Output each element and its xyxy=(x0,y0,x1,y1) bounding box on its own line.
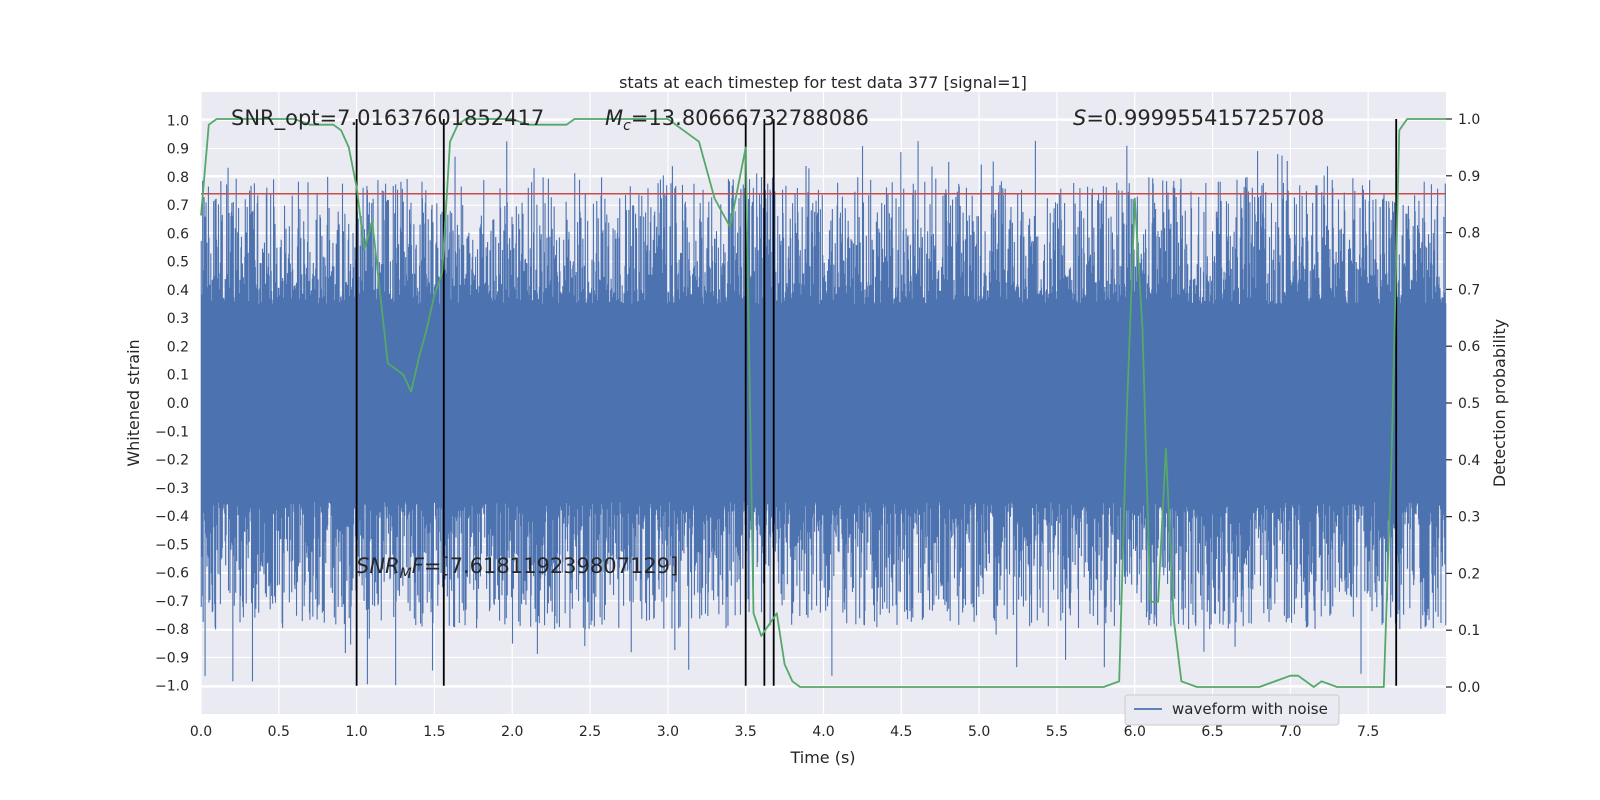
annotation-chirp-mass: Mc=13.80666732788086 xyxy=(605,106,869,134)
event-markers xyxy=(355,118,1398,686)
x-tick-label: 3.5 xyxy=(735,724,757,740)
x-tick-label: 7.0 xyxy=(1279,724,1301,740)
y-right-tick-label: 0.6 xyxy=(1458,339,1480,355)
waveform-with-noise-series xyxy=(200,140,1447,686)
y-tick-label: 0.6 xyxy=(167,226,189,242)
y-tick-label: −0.8 xyxy=(155,622,189,638)
y-tick-label: −0.4 xyxy=(155,509,189,525)
x-tick-label: 1.0 xyxy=(345,724,367,740)
y-tick-label: −0.7 xyxy=(155,594,189,610)
y-tick-label: −0.2 xyxy=(155,453,189,469)
annotation-s-score: S=0.999955415725708 xyxy=(1073,106,1324,130)
waveform-trace xyxy=(200,140,1447,686)
y-tick-label: 0.7 xyxy=(167,198,189,214)
y-tick-label: −0.5 xyxy=(155,537,189,553)
y-right-tick-label: 0.3 xyxy=(1458,510,1480,526)
detection-probability-series xyxy=(200,118,1446,688)
y-tick-label: 0.9 xyxy=(167,142,189,158)
legend-label-waveform: waveform with noise xyxy=(1172,700,1328,718)
x-tick-label: 0.5 xyxy=(268,724,290,740)
x-axis-label: Time (s) xyxy=(789,748,855,767)
y-axis-label: Whitened strain xyxy=(124,339,143,466)
y-tick-label: 0.0 xyxy=(167,396,189,412)
x-tick-label: 6.5 xyxy=(1201,724,1223,740)
y-tick-label: −1.0 xyxy=(155,679,189,695)
y-tick-label: 1.0 xyxy=(167,113,189,129)
y-tick-label: −0.6 xyxy=(155,566,189,582)
y-right-tick-label: 0.8 xyxy=(1458,226,1480,242)
x-tick-label: 3.0 xyxy=(657,724,679,740)
detection-probability-line xyxy=(200,118,1446,688)
x-tick-label: 1.5 xyxy=(423,724,445,740)
chart-title: stats at each timestep for test data 377… xyxy=(619,73,1027,92)
y-right-tick-label: 0.0 xyxy=(1458,680,1480,696)
y-axis-right-label: Detection probability xyxy=(1490,319,1509,487)
x-tick-label: 2.0 xyxy=(501,724,523,740)
y-right-tick-label: 0.7 xyxy=(1458,282,1480,298)
y-axis-ticks: 1.0 0.9 0.8 0.7 0.6 0.5 0.4 0.3 0.2 0.1 0.0 −0.1 −0.… xyxy=(155,113,189,694)
x-tick-label: 2.5 xyxy=(579,724,601,740)
y-tick-label: 0.3 xyxy=(167,311,189,327)
y-tick-label: 0.1 xyxy=(167,368,189,384)
y-tick-label: −0.1 xyxy=(155,424,189,440)
legend: waveform with noise xyxy=(1124,694,1340,726)
annotation-snr-mf: SNRMF=[7.618119239807129] xyxy=(356,554,678,582)
x-tick-label: 7.5 xyxy=(1357,724,1379,740)
x-tick-label: 4.5 xyxy=(890,724,912,740)
y-right-tick-label: 0.5 xyxy=(1458,396,1480,412)
y-axis-right-ticks: 1.0 0.9 0.8 0.7 0.6 0.5 0.4 0.3 0.2 0.1 0.0 xyxy=(1446,112,1480,696)
y-tick-label: −0.9 xyxy=(155,650,189,666)
x-tick-label: 6.0 xyxy=(1124,724,1146,740)
x-tick-label: 0.0 xyxy=(190,724,212,740)
y-right-tick-label: 0.1 xyxy=(1458,623,1480,639)
x-tick-label: 5.5 xyxy=(1046,724,1068,740)
x-tick-label: 4.0 xyxy=(812,724,834,740)
y-right-tick-label: 0.4 xyxy=(1458,453,1480,469)
y-right-tick-label: 1.0 xyxy=(1458,112,1480,128)
y-tick-label: −0.3 xyxy=(155,481,189,497)
x-tick-label: 5.0 xyxy=(968,724,990,740)
y-tick-label: 0.5 xyxy=(167,255,189,271)
y-right-tick-label: 0.2 xyxy=(1458,566,1480,582)
y-right-tick-label: 0.9 xyxy=(1458,169,1480,185)
annotation-snr-opt: SNR_opt=7.01637601852417 xyxy=(231,106,544,131)
x-axis-ticks: 0.0 0.5 1.0 1.5 2.0 2.5 3.0 3.5 4.0 4.5 5.0 5.5 6.0 6… xyxy=(190,724,1379,740)
y-tick-label: 0.8 xyxy=(167,170,189,186)
y-tick-label: 0.2 xyxy=(167,339,189,355)
y-tick-label: 0.4 xyxy=(167,283,189,299)
legend-box xyxy=(1124,694,1340,726)
